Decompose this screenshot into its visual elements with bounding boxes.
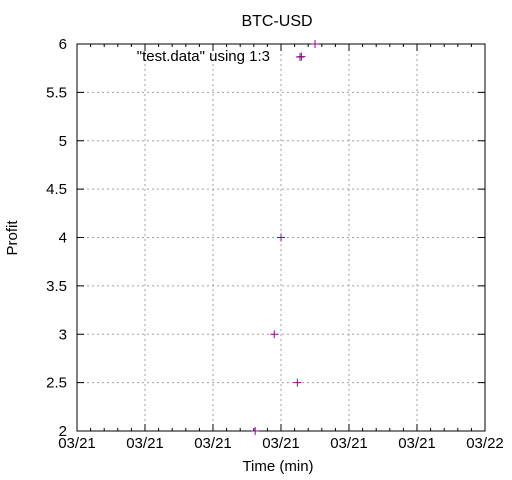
y-tick-label: 2.5 — [46, 375, 67, 392]
y-tick-label: 3 — [59, 326, 67, 343]
x-axis-label: Time (min) — [242, 458, 313, 475]
grid-lines — [77, 44, 485, 431]
data-point — [277, 233, 285, 242]
x-tick-label: 03/21 — [126, 435, 164, 452]
y-tick-label: 5.5 — [46, 84, 67, 101]
x-tick-label: 03/21 — [330, 435, 368, 452]
data-points — [251, 40, 319, 435]
data-point — [251, 427, 260, 435]
y-tick-label: 4 — [59, 230, 67, 247]
data-point — [293, 378, 302, 387]
axis-ticks — [76, 43, 486, 432]
x-tick-label: 03/21 — [262, 435, 300, 452]
y-tick-label: 5 — [59, 133, 67, 150]
y-tick-labels: 2 2.5 3 3.5 4 4.5 5 5.5 6 — [46, 36, 67, 440]
legend-label: "test.data" using 1:3 — [137, 48, 270, 65]
x-tick-label: 03/22 — [466, 435, 504, 452]
y-tick-label: 6 — [59, 36, 67, 53]
chart-title: BTC-USD — [241, 13, 312, 30]
x-tick-label: 03/21 — [194, 435, 232, 452]
x-tick-label: 03/21 — [58, 435, 96, 452]
plot-frame — [76, 43, 486, 432]
data-point — [270, 330, 279, 339]
y-axis-label: Profit — [4, 220, 21, 256]
y-tick-label: 2 — [59, 423, 67, 440]
y-tick-label: 3.5 — [46, 278, 67, 295]
x-tick-labels: 03/21 03/21 03/21 03/21 03/21 03/21 03/22 — [58, 435, 504, 452]
y-tick-label: 4.5 — [46, 181, 67, 198]
x-tick-label: 03/21 — [398, 435, 436, 452]
data-point — [311, 40, 319, 48]
data-point — [297, 52, 306, 61]
